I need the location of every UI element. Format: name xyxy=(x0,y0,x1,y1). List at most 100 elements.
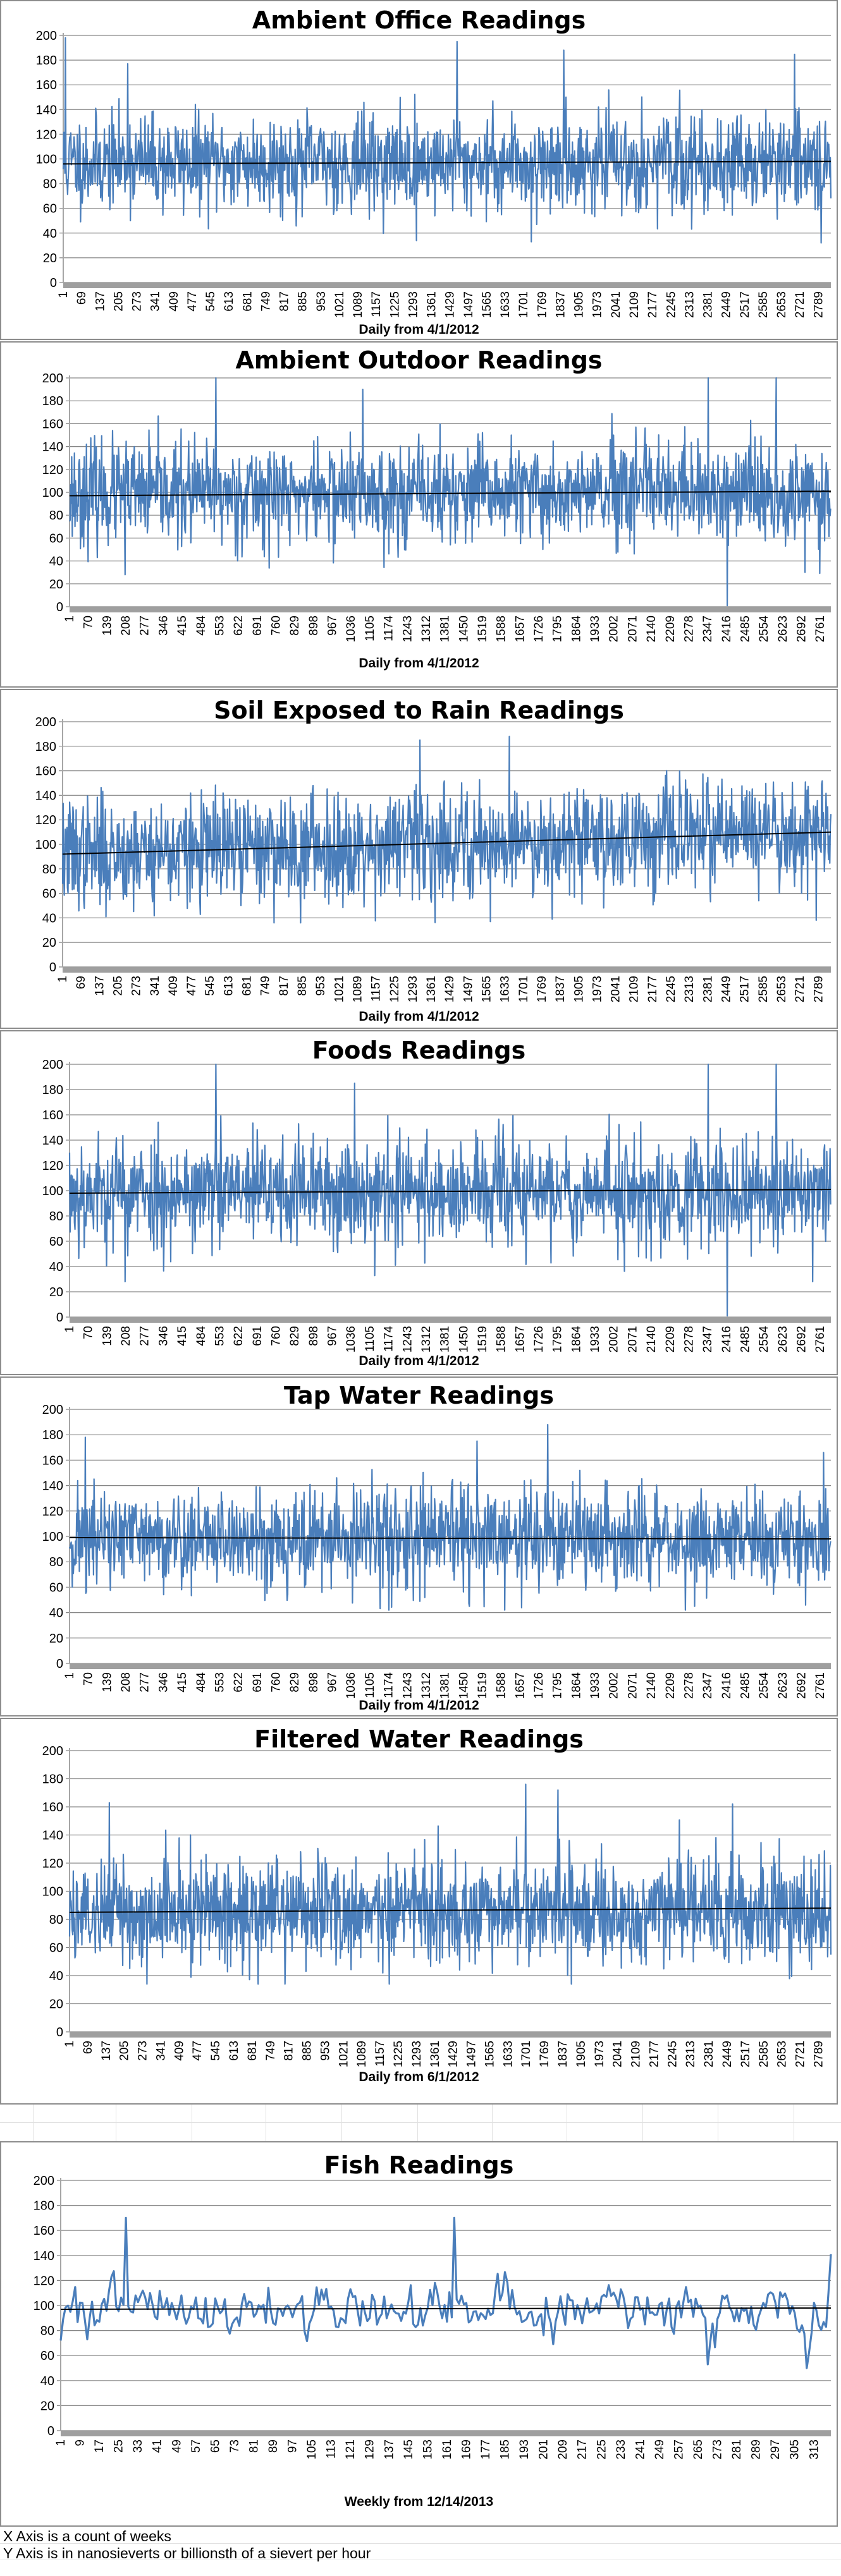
series-line xyxy=(68,377,832,607)
x-tick-label: 2177 xyxy=(646,976,660,1002)
x-tick-label: 1089 xyxy=(355,2041,369,2067)
x-tick-label: 265 xyxy=(692,2439,705,2460)
footnote-y-axis: Y Axis is in nanosieverts or billionsth … xyxy=(3,2545,371,2561)
x-tick-label: 2347 xyxy=(701,1326,715,1352)
x-tick-label: 1312 xyxy=(420,1672,433,1699)
trend-line xyxy=(69,490,832,497)
x-tick-label: 1837 xyxy=(554,291,567,318)
x-tick-label: 193 xyxy=(518,2439,531,2460)
x-tick-label: 1769 xyxy=(536,291,549,318)
x-tick-label: 829 xyxy=(288,1672,302,1692)
x-tick-label: 201 xyxy=(537,2439,551,2460)
x-tick-label: 613 xyxy=(223,291,236,312)
x-tick-label: 2071 xyxy=(626,1326,639,1352)
x-tick-label: 1157 xyxy=(374,2041,387,2067)
x-tick-label: 2449 xyxy=(720,291,734,318)
x-tick-label: 2653 xyxy=(775,291,789,318)
x-tick-label: 2177 xyxy=(646,291,660,318)
y-tick-label: 200 xyxy=(42,1744,63,1758)
x-tick-label: 153 xyxy=(421,2439,434,2460)
x-tick-label: 2041 xyxy=(610,976,623,1002)
chart-title: Filtered Water Readings xyxy=(254,1725,584,1753)
x-tick-label: 1973 xyxy=(591,291,605,318)
x-axis-label: Daily from 4/1/2012 xyxy=(359,1009,479,1024)
x-tick-label: 681 xyxy=(241,291,254,312)
x-tick-label: 2485 xyxy=(739,616,752,642)
x-tick-label: 1243 xyxy=(401,616,414,642)
chart-title: Fish Readings xyxy=(324,2151,514,2179)
x-tick-label: 2653 xyxy=(775,976,789,1002)
x-tick-label: 1726 xyxy=(532,1326,546,1352)
y-tick-label: 120 xyxy=(34,2274,54,2288)
x-tick-label: 1174 xyxy=(383,1672,396,1698)
y-tick-label: 100 xyxy=(42,486,63,500)
x-tick-label: 681 xyxy=(246,2041,259,2061)
x-tick-label: 953 xyxy=(315,291,328,312)
x-tick-label: 1837 xyxy=(554,976,567,1002)
y-tick-label: 120 xyxy=(42,463,63,477)
x-tick-label: 346 xyxy=(157,1672,170,1692)
x-tick-label: 273 xyxy=(137,2041,150,2061)
x-tick-label: 1864 xyxy=(570,616,583,643)
chart-canvas: 0 20 40 60 80 100 120 140 160 180 200 1 70 139 208 277 3… xyxy=(42,1403,832,1699)
y-tick-label: 60 xyxy=(49,532,63,545)
x-tick-label: 967 xyxy=(326,1672,340,1692)
x-tick-label: 2347 xyxy=(701,1672,715,1699)
x-tick-label: 622 xyxy=(232,1326,245,1346)
x-tick-label: 2209 xyxy=(664,616,677,642)
y-tick-label: 40 xyxy=(49,1260,63,1274)
x-tick-label: 139 xyxy=(101,1672,114,1692)
x-tick-label: 2692 xyxy=(795,616,809,642)
x-tick-label: 1174 xyxy=(383,1326,396,1352)
x-axis xyxy=(63,283,831,288)
x-tick-label: 1905 xyxy=(575,2041,588,2067)
x-tick-label: 1157 xyxy=(370,976,383,1002)
x-tick-label: 208 xyxy=(120,616,133,636)
y-tick-label: 160 xyxy=(42,1109,63,1122)
x-tick-label: 1726 xyxy=(532,616,546,642)
y-tick-label: 140 xyxy=(42,440,63,454)
y-tick-label: 140 xyxy=(42,1134,63,1148)
x-tick-label: 953 xyxy=(314,976,328,996)
x-tick-label: 885 xyxy=(301,2041,314,2061)
y-tick-label: 140 xyxy=(36,103,57,117)
x-tick-label: 2761 xyxy=(814,1672,827,1699)
x-tick-label: 139 xyxy=(101,1326,114,1346)
y-tick-label: 20 xyxy=(49,578,63,592)
x-tick-label: 1243 xyxy=(401,1326,414,1352)
x-tick-label: 1105 xyxy=(364,1672,377,1698)
x-tick-label: 1905 xyxy=(573,291,586,318)
x-tick-label: 1837 xyxy=(556,2041,570,2067)
x-tick-label: 1795 xyxy=(551,1672,565,1699)
y-tick-label: 120 xyxy=(42,1505,63,1519)
x-tick-label: 409 xyxy=(173,2041,186,2061)
footnote-x-axis: X Axis is a count of weeks xyxy=(3,2528,171,2544)
chart-title: Ambient Outdoor Readings xyxy=(235,346,603,374)
x-tick-label: 2002 xyxy=(608,1326,621,1352)
x-tick-label: 89 xyxy=(267,2439,280,2453)
x-tick-label: 2002 xyxy=(608,1672,621,1699)
x-tick-label: 545 xyxy=(209,2041,223,2061)
chart-fish: 0 20 40 60 80 100 120 140 160 180 200 1 9 17 25 33 41 49 5… xyxy=(0,2141,838,2527)
x-tick-label: 2313 xyxy=(683,291,696,318)
x-tick-label: 341 xyxy=(154,2041,168,2061)
x-tick-label: 1225 xyxy=(388,291,402,318)
x-tick-label: 1 xyxy=(57,291,70,298)
x-tick-label: 953 xyxy=(319,2041,332,2061)
x-tick-label: 2449 xyxy=(721,2041,734,2067)
x-tick-label: 161 xyxy=(441,2439,454,2460)
x-tick-label: 2517 xyxy=(739,976,752,1002)
x-tick-label: 225 xyxy=(595,2439,608,2460)
x-tick-label: 1588 xyxy=(495,616,508,642)
x-tick-label: 208 xyxy=(120,1672,133,1692)
chart-filtered-water: 0 20 40 60 80 100 120 140 160 180 200 1 69 137 205 273 3… xyxy=(0,1718,838,2105)
x-tick-label: 2313 xyxy=(683,976,696,1002)
x-tick-label: 297 xyxy=(769,2439,782,2460)
x-tick-label: 2554 xyxy=(758,1672,771,1699)
x-tick-label: 1021 xyxy=(333,976,346,1002)
x-tick-label: 2449 xyxy=(720,976,734,1002)
x-tick-label: 1905 xyxy=(572,976,586,1002)
x-tick-label: 1701 xyxy=(517,291,531,318)
y-tick-label: 160 xyxy=(34,2224,54,2238)
x-axis-label: Daily from 4/1/2012 xyxy=(359,656,479,671)
